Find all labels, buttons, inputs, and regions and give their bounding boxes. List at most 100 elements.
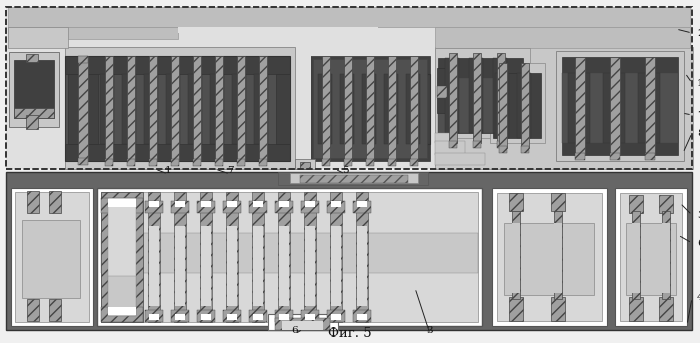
Bar [629,195,643,213]
Bar [188,74,202,144]
Bar [108,199,136,207]
Bar [330,192,342,322]
Bar [473,53,481,143]
Bar [521,146,529,153]
Bar [197,310,215,322]
Bar [305,314,315,320]
Bar [268,314,338,330]
Bar [509,193,523,211]
Bar [551,297,565,321]
Bar [15,192,89,322]
Bar [78,158,88,165]
Bar [437,86,447,98]
Bar [437,68,452,113]
Bar [174,192,186,322]
Text: 6: 6 [292,326,298,335]
Bar [575,153,585,160]
Bar [279,226,289,306]
Bar [201,201,211,207]
Bar [300,162,310,169]
Bar [556,51,684,161]
Bar [310,56,430,161]
Bar [493,73,541,138]
Bar [603,73,625,143]
Bar [49,191,61,213]
Bar [388,56,396,161]
Bar [175,314,185,320]
Bar [49,299,61,321]
Bar [22,220,80,298]
Text: 8: 8 [697,129,700,138]
Bar [223,310,241,322]
Bar [295,159,315,169]
Bar [101,233,478,273]
Bar [193,159,201,166]
Bar [497,193,602,321]
Bar [27,299,39,321]
Bar [645,153,655,160]
Bar [145,310,163,322]
Bar [108,198,136,316]
Bar [226,192,238,322]
Bar [554,223,562,293]
Text: 7: 7 [697,110,700,119]
Text: 6: 6 [697,238,700,248]
Bar [517,73,531,138]
Text: 4: 4 [697,294,700,303]
Bar [554,211,562,299]
Bar [193,56,201,161]
Bar [410,56,418,161]
Bar [278,172,428,185]
Bar [197,201,215,213]
Bar [344,159,352,166]
Bar [645,57,655,155]
Bar [659,297,673,321]
Bar [512,211,520,299]
Bar [227,201,237,207]
Bar [249,310,267,322]
Bar [100,74,114,144]
Bar [65,74,290,144]
Bar [127,159,135,166]
Bar [253,226,263,306]
Bar [562,73,678,143]
Bar [495,73,509,138]
Bar [101,198,143,213]
Bar [469,58,483,133]
Bar [492,188,607,326]
Bar [353,310,371,322]
Bar [344,56,352,161]
Bar [327,310,345,322]
Bar [493,58,507,133]
Bar [171,201,189,213]
Text: 1: 1 [164,166,172,175]
Bar [497,53,505,143]
Bar [9,52,59,127]
Bar [551,193,565,211]
Bar [275,310,293,322]
Bar [6,7,692,169]
Bar [659,195,673,213]
Bar [313,59,427,158]
Bar [97,188,482,326]
Bar [8,7,690,27]
Bar [499,63,507,148]
Bar [449,141,457,148]
Bar [340,74,354,144]
Bar [223,201,241,213]
Bar [237,56,245,161]
Bar [101,307,143,322]
Text: 1: 1 [697,79,700,87]
Bar [304,192,316,322]
Bar [435,27,690,48]
Bar [149,159,157,166]
Bar [435,133,450,143]
Bar [362,74,376,144]
Bar [149,314,159,320]
Bar [108,276,136,316]
Bar [384,74,398,144]
Bar [303,47,311,169]
Bar [178,27,378,33]
Text: 7: 7 [227,166,233,175]
Bar [148,192,160,322]
